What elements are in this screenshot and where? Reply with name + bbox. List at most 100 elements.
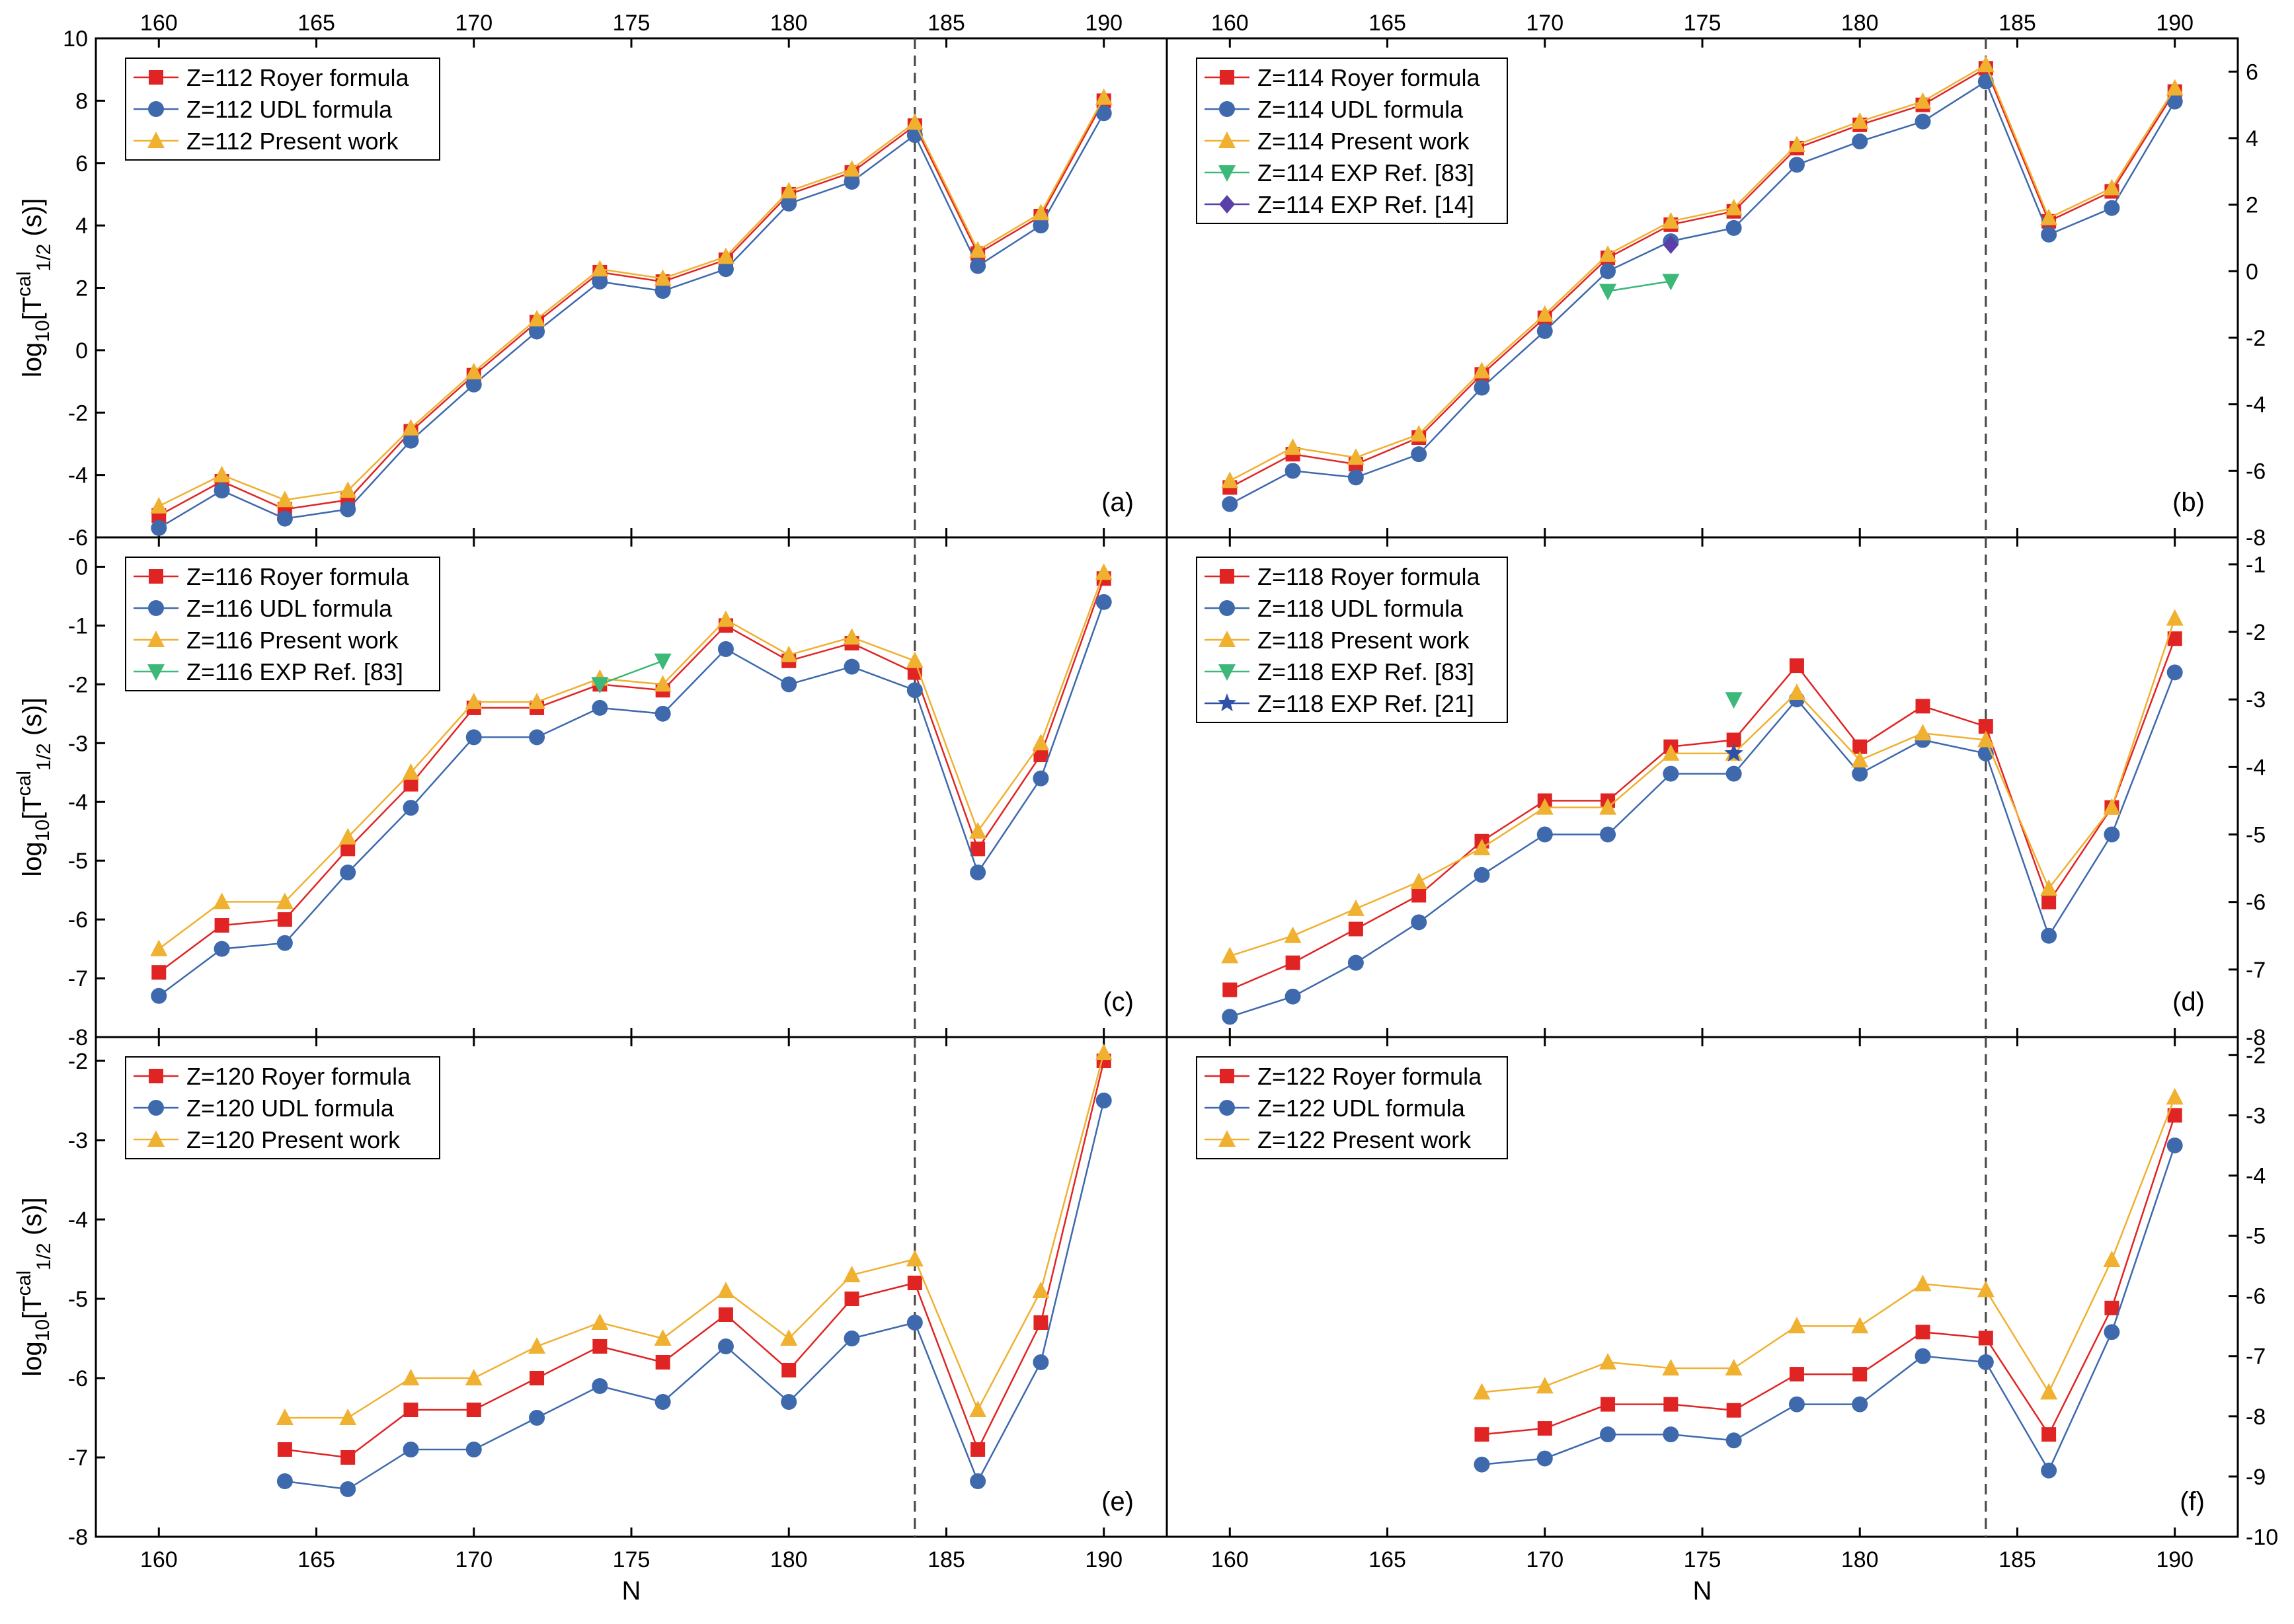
y-tick-label: -4 [68, 1208, 88, 1233]
x-tick-label-top: 165 [297, 11, 335, 36]
data-point [1978, 1331, 1993, 1346]
data-point [277, 912, 292, 927]
series-4 [1663, 235, 1679, 254]
data-point [1474, 1427, 1489, 1442]
y-tick-label: 6 [75, 151, 88, 176]
data-point [717, 1338, 734, 1354]
data-point [213, 465, 231, 483]
data-point [969, 822, 987, 839]
legend-marker [1219, 600, 1235, 616]
x-tick-label-top: 170 [1526, 11, 1563, 36]
data-point [150, 939, 168, 956]
data-point [1222, 982, 1238, 997]
data-point [2167, 631, 2182, 646]
legend-label: Z=120 UDL formula [186, 1095, 395, 1122]
data-point [1663, 1397, 1679, 1412]
y-tick-label: -2 [68, 672, 88, 697]
data-point [340, 1450, 356, 1465]
data-point [1347, 469, 1364, 486]
data-point [1788, 1317, 1805, 1334]
data-point [1915, 699, 1930, 714]
x-tick-label-top: 160 [1211, 11, 1249, 36]
legend-marker [1219, 1100, 1235, 1116]
panel-e: 160 165 170 175 180 185 190 -8 -7 -6 -5 -4 -3 -2 Z=120… [68, 1036, 1168, 1572]
data-point [465, 376, 482, 393]
series-line [599, 660, 664, 685]
data-point [654, 705, 671, 722]
data-point [1032, 734, 1050, 751]
data-point [340, 501, 356, 518]
legend-label: Z=112 UDL formula [186, 96, 393, 123]
data-point [843, 628, 861, 645]
legend: Z=112 Royer formula Z=112 UDL formula Z=11… [125, 58, 440, 161]
data-point [844, 1331, 860, 1346]
y-tick-label: -4 [2246, 755, 2266, 780]
legend-entry: Z=118 Royer formula [1205, 563, 1480, 590]
data-point [1411, 446, 1427, 463]
series-line [284, 1100, 1105, 1490]
data-point [2041, 1462, 2057, 1479]
data-point [1473, 1383, 1491, 1400]
data-point [1536, 323, 1553, 339]
data-point [2103, 178, 2121, 196]
data-point [214, 918, 229, 933]
legend-label: Z=122 UDL formula [1257, 1095, 1466, 1122]
data-point [1474, 867, 1490, 883]
y-tick-label: -3 [68, 731, 88, 756]
data-point [276, 1409, 294, 1425]
legend-label: Z=118 EXP Ref. [21] [1257, 690, 1474, 717]
series-line [158, 112, 1105, 529]
series-1 [151, 594, 1112, 1004]
data-point [529, 729, 545, 746]
legend-label: Z=118 Present work [1257, 627, 1470, 654]
y-tick-label: 4 [2246, 126, 2258, 151]
data-point [1725, 1358, 1743, 1375]
data-point [1789, 658, 1804, 674]
legend: Z=114 Royer formula Z=114 UDL formula Z=11… [1196, 58, 1508, 224]
y-tick-label: -3 [68, 1128, 88, 1153]
data-point [1348, 921, 1363, 937]
data-point [781, 1363, 797, 1377]
data-point [403, 1442, 419, 1457]
y-tick-label: -2 [2246, 620, 2266, 645]
legend-marker [147, 631, 165, 647]
data-point [1536, 798, 1554, 815]
data-point [2041, 226, 2057, 243]
y-tick-label: -1 [68, 613, 88, 638]
x-tick-label: 175 [613, 1547, 651, 1572]
y-axis-title: log10[Tcal1/2 (s)] [13, 198, 55, 377]
data-point [2166, 93, 2183, 110]
data-point [528, 309, 546, 327]
data-point [465, 1369, 483, 1385]
data-point [1788, 157, 1805, 173]
data-point [1851, 1317, 1869, 1334]
legend-marker [1217, 693, 1237, 712]
series-0 [277, 1054, 1111, 1465]
series-line [158, 578, 1105, 974]
data-point [466, 1403, 481, 1417]
x-tick-label-top: 175 [613, 11, 651, 36]
data-point [2040, 208, 2058, 225]
legend-marker [1219, 195, 1235, 213]
data-point [1285, 955, 1300, 970]
data-point [970, 258, 986, 274]
data-point [340, 1481, 356, 1497]
data-point [717, 640, 734, 657]
data-point [403, 777, 418, 792]
series-3 [1599, 274, 1680, 301]
data-point [1662, 744, 1680, 761]
data-point [592, 274, 608, 290]
legend-label: Z=122 Present work [1257, 1126, 1472, 1153]
x-axis-title: N [622, 1576, 641, 1605]
data-point [781, 1394, 797, 1410]
y-tick-label: -7 [2246, 1344, 2266, 1370]
data-point [2166, 609, 2184, 626]
data-point [151, 520, 167, 536]
series-line [158, 97, 1105, 507]
legend-entry: Z=114 EXP Ref. [83] [1205, 159, 1474, 186]
series-4 [1724, 743, 1743, 762]
data-point [844, 174, 860, 190]
series-0 [1474, 1108, 2182, 1442]
legend-label: Z=114 EXP Ref. [83] [1257, 159, 1474, 186]
data-point [1662, 212, 1680, 229]
